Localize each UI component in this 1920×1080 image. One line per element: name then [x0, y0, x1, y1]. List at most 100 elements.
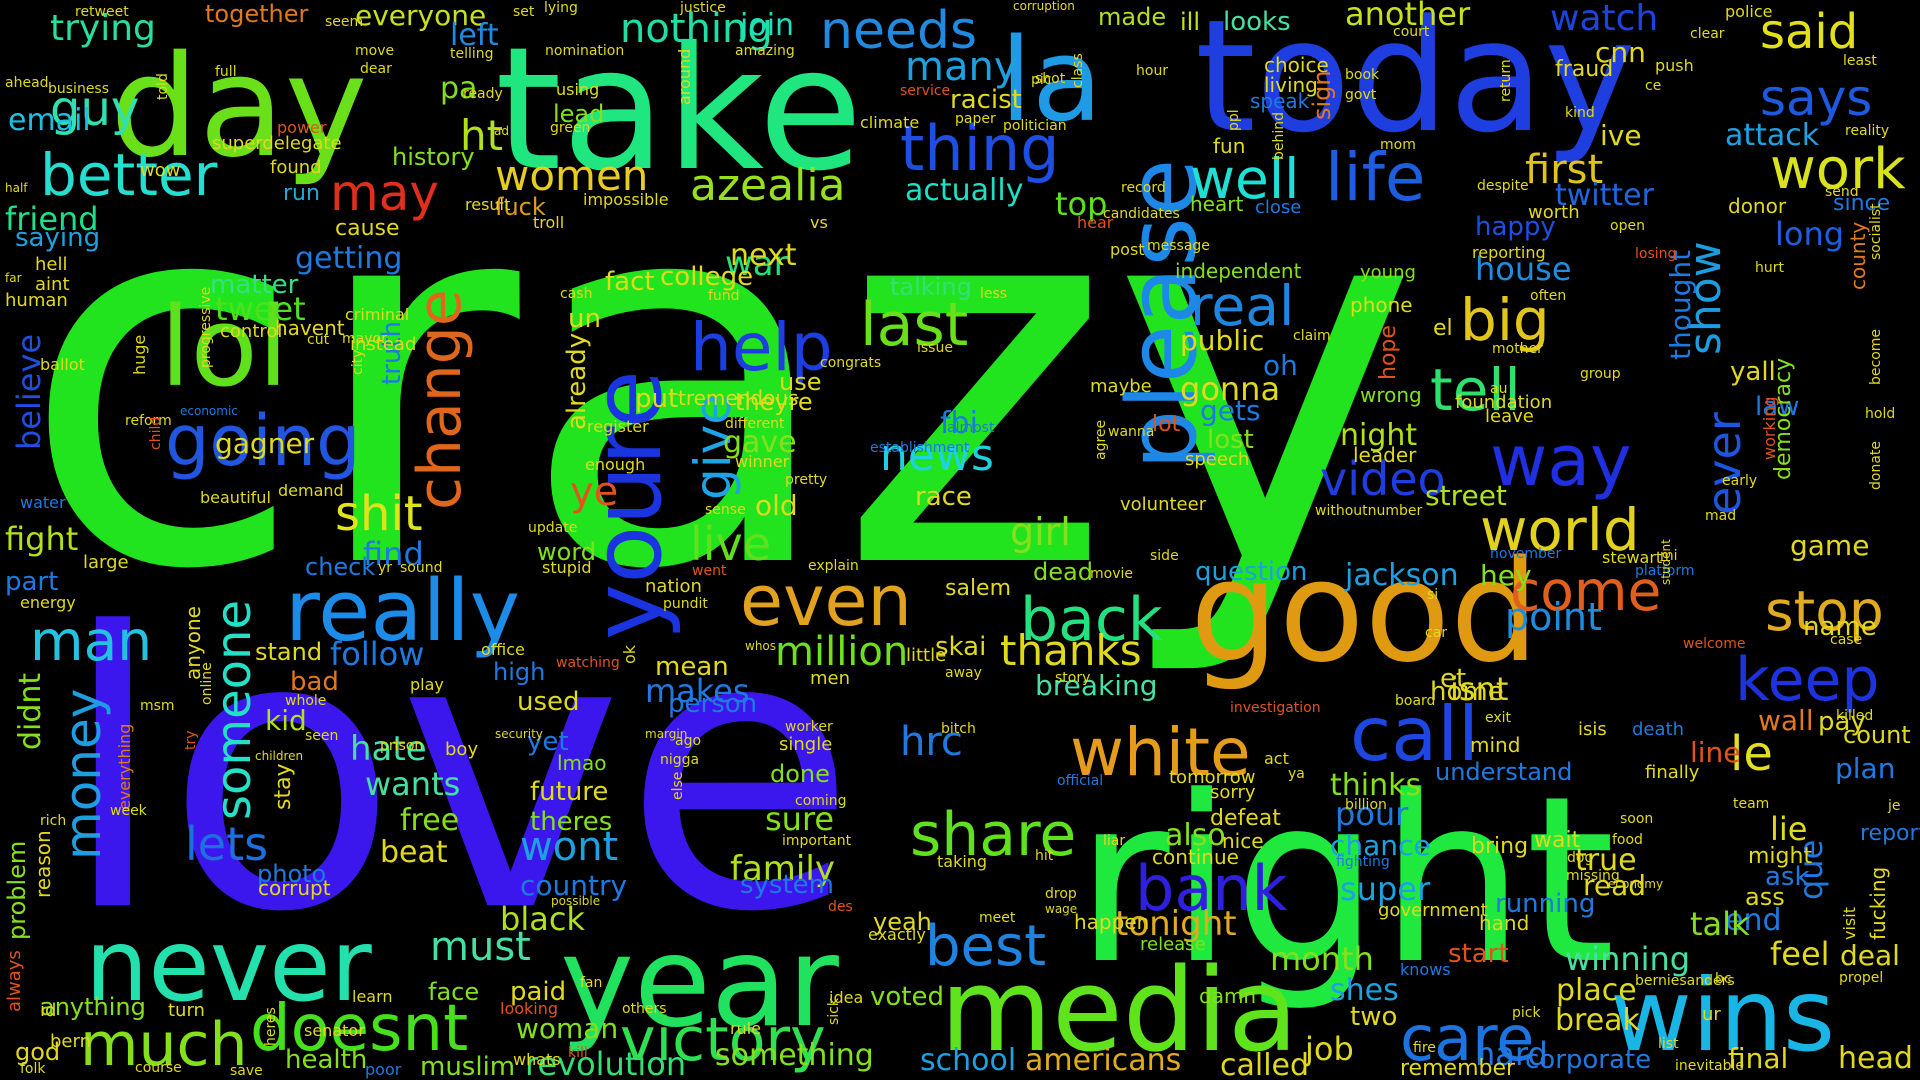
- word-super: super: [1340, 870, 1431, 908]
- word-lets: lets: [185, 817, 268, 871]
- word-seem: seem: [325, 14, 363, 30]
- word-watching: watching: [556, 655, 620, 671]
- word-ppl: ppl: [1226, 109, 1242, 131]
- word-play: play: [410, 675, 444, 694]
- word-kind: kind: [1565, 105, 1595, 121]
- word-back: back: [1020, 585, 1163, 655]
- word-thought: thought: [1664, 250, 1697, 360]
- word-fire: fire: [1413, 1040, 1436, 1056]
- word-candidates: candidates: [1103, 206, 1180, 222]
- word-troll: troll: [533, 213, 564, 232]
- word-truth: truth: [377, 321, 407, 385]
- word-huge: huge: [130, 335, 149, 375]
- word-ht: ht: [460, 111, 503, 160]
- word-child: child: [148, 417, 164, 450]
- word-return: return: [1498, 59, 1514, 102]
- word-govt: govt: [1345, 87, 1377, 103]
- word-leave: leave: [1485, 406, 1534, 427]
- word-fund: fund: [708, 288, 740, 304]
- word-man: man: [30, 609, 152, 673]
- word-around: around: [675, 49, 694, 105]
- word-food: food: [1612, 832, 1643, 848]
- word-car: car: [1425, 625, 1447, 641]
- word-ur: ur: [1702, 1004, 1721, 1025]
- word-seen: seen: [305, 728, 338, 744]
- word-tonight: tonight: [1115, 904, 1237, 944]
- word-worth: worth: [1528, 202, 1580, 223]
- word-told: told: [155, 73, 171, 100]
- word-others: others: [622, 1001, 667, 1017]
- word-salem: salem: [945, 576, 1011, 601]
- word-going: going: [165, 400, 361, 482]
- word-left: left: [450, 18, 499, 53]
- word-dog: dog: [1567, 850, 1593, 866]
- word-revolution: revolution: [525, 1045, 686, 1080]
- word-court: court: [1393, 24, 1430, 40]
- word-cash: cash: [560, 286, 592, 302]
- word-control: control: [220, 321, 282, 342]
- word-even: even: [740, 560, 912, 642]
- word-oh: oh: [1263, 349, 1298, 382]
- word-believe: believe: [10, 334, 48, 450]
- word-el: el: [1433, 316, 1453, 341]
- word-despite: despite: [1477, 178, 1529, 194]
- word-la: la: [1000, 14, 1102, 148]
- word-college: college: [660, 262, 753, 292]
- word-climate: climate: [860, 113, 919, 132]
- word-part: part: [5, 567, 58, 597]
- word-next: next: [730, 238, 797, 273]
- word-thinks: thinks: [1330, 768, 1421, 803]
- word-wage: wage: [1045, 902, 1077, 916]
- word-try: try: [183, 730, 199, 750]
- word-may: may: [330, 164, 439, 222]
- word-become: become: [1868, 329, 1884, 385]
- word-doesnt: doesnt: [250, 992, 468, 1066]
- word-phone: phone: [1350, 293, 1413, 317]
- word-damn: damn: [1199, 984, 1256, 1008]
- word-reform: reform: [125, 413, 172, 429]
- word-sorry: sorry: [1210, 782, 1256, 803]
- word-nation: nation: [645, 576, 702, 597]
- word-beat: beat: [380, 835, 448, 870]
- word-politician: politician: [1003, 118, 1067, 134]
- word-ye: ye: [570, 469, 618, 515]
- word-last: last: [860, 290, 968, 360]
- word-save: save: [230, 1063, 263, 1079]
- word-cut: cut: [307, 332, 330, 348]
- word-county: county: [1846, 222, 1870, 290]
- word-wow: wow: [140, 160, 180, 181]
- word-mother: mother: [1492, 341, 1543, 357]
- word-idea: idea: [829, 988, 863, 1007]
- word-hand: hand: [1479, 911, 1529, 935]
- word-ass: ass: [1745, 883, 1785, 911]
- word-propel: propel: [1839, 970, 1883, 986]
- word-cause: cause: [335, 216, 400, 241]
- word-economy: economy: [1608, 877, 1663, 891]
- word-november: november: [1490, 546, 1561, 562]
- word-le: le: [1730, 726, 1773, 782]
- word-course: course: [135, 1060, 182, 1076]
- word-reason: reason: [31, 830, 55, 898]
- word-ready: ready: [463, 86, 503, 102]
- word-street: street: [1425, 479, 1507, 512]
- word-fighting: fighting: [1336, 854, 1390, 870]
- word-send: send: [1825, 184, 1859, 200]
- word-end: end: [1725, 903, 1782, 938]
- word-pick: pick: [1512, 1005, 1541, 1021]
- word-fucking: fucking: [1866, 867, 1890, 940]
- word-else: else: [670, 772, 686, 800]
- word-isnt: isnt: [1450, 670, 1508, 708]
- word-less: less: [980, 286, 1007, 302]
- word-exit: exit: [1485, 710, 1512, 726]
- word-death: death: [1632, 719, 1684, 740]
- word-job: job: [1304, 1030, 1354, 1068]
- word-find: find: [363, 535, 424, 573]
- word-attack: attack: [1725, 118, 1820, 153]
- word-human: human: [5, 290, 68, 311]
- word-whats: whats: [513, 1050, 561, 1069]
- word-service: service: [900, 83, 950, 99]
- word-stand: stand: [255, 638, 322, 666]
- word-report: report: [1860, 821, 1920, 846]
